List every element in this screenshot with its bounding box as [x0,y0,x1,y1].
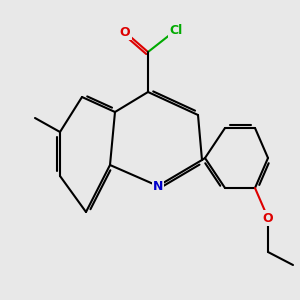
Text: N: N [153,179,163,193]
Text: O: O [263,212,273,224]
Text: Cl: Cl [169,23,183,37]
Text: O: O [120,26,130,38]
